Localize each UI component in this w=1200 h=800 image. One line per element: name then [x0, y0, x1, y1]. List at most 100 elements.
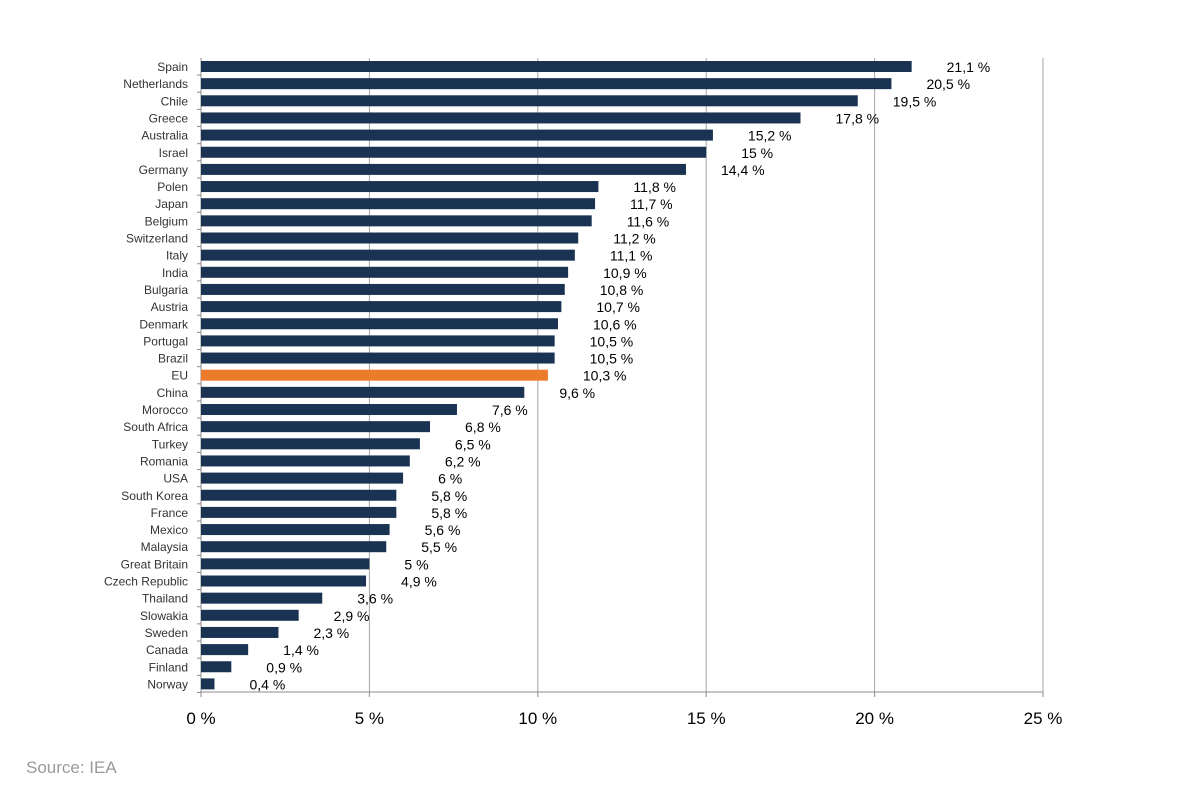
- bar: [201, 455, 410, 467]
- bar: [201, 644, 249, 656]
- data-label: 5,8 %: [431, 505, 467, 521]
- bar: [201, 626, 279, 638]
- bar: [201, 541, 387, 553]
- data-label: 1,4 %: [283, 642, 319, 658]
- category-label: Israel: [159, 146, 188, 160]
- category-label: Germany: [139, 163, 188, 177]
- category-label: Morocco: [142, 403, 188, 417]
- category-label: Mexico: [150, 523, 188, 537]
- bar: [201, 352, 555, 364]
- data-label: 9,6 %: [559, 385, 595, 401]
- bar: [201, 609, 299, 621]
- data-label: 3,6 %: [357, 591, 393, 607]
- category-label: USA: [163, 472, 188, 486]
- category-label: Romania: [140, 454, 188, 468]
- bar: [201, 198, 596, 210]
- category-label: EU: [171, 369, 188, 383]
- data-label: 11,2 %: [613, 231, 656, 247]
- x-tick-label: 15 %: [687, 709, 726, 728]
- category-label: Greece: [149, 111, 189, 125]
- category-label: Norway: [147, 677, 188, 691]
- bar: [201, 61, 912, 72]
- category-label: Belgium: [145, 214, 188, 228]
- bar: [201, 232, 579, 244]
- category-label: Netherlands: [123, 77, 188, 91]
- data-label: 2,3 %: [313, 625, 349, 641]
- data-label: 11,1 %: [610, 248, 653, 264]
- bar: [201, 661, 232, 673]
- x-tick-label: 5 %: [355, 709, 384, 728]
- bar: [201, 112, 801, 124]
- data-label: 19,5 %: [893, 93, 937, 109]
- bar: [201, 163, 686, 175]
- bar: [201, 129, 713, 141]
- data-label: 10,5 %: [590, 351, 634, 367]
- data-label: 6,8 %: [465, 419, 501, 435]
- x-tick-label: 10 %: [518, 709, 557, 728]
- data-label: 10,5 %: [590, 333, 634, 349]
- source-note: Source: IEA: [26, 758, 117, 777]
- bar: [201, 524, 390, 536]
- category-label: Spain: [157, 60, 188, 74]
- category-label: Czech Republic: [104, 575, 188, 589]
- data-label: 11,7 %: [630, 196, 673, 212]
- bar: [201, 506, 397, 518]
- bar: [201, 283, 565, 295]
- bar: [201, 318, 559, 330]
- category-label: Canada: [146, 643, 188, 657]
- bar: [201, 678, 215, 690]
- data-label: 15,2 %: [748, 128, 792, 144]
- category-label: India: [162, 266, 188, 280]
- category-label: South Africa: [123, 420, 188, 434]
- data-label: 5,6 %: [425, 522, 461, 538]
- data-label: 10,7 %: [596, 299, 640, 315]
- category-label: Polen: [157, 180, 188, 194]
- bar: [201, 249, 575, 261]
- bar: [201, 215, 592, 227]
- bar: [201, 181, 599, 193]
- data-label: 10,8 %: [600, 282, 644, 298]
- data-label: 10,3 %: [583, 368, 627, 384]
- bar: [201, 146, 707, 158]
- x-tick-label: 0 %: [186, 709, 215, 728]
- category-label: Finland: [149, 660, 188, 674]
- bar: [201, 438, 420, 450]
- category-label: Bulgaria: [144, 283, 188, 297]
- data-label: 11,8 %: [633, 179, 676, 195]
- bar: [201, 369, 548, 381]
- category-label: Malaysia: [141, 540, 189, 554]
- bar: [201, 404, 457, 415]
- bar: [201, 266, 569, 278]
- x-tick-label: 20 %: [855, 709, 894, 728]
- data-label: 7,6 %: [492, 402, 528, 418]
- category-label: Australia: [141, 129, 188, 143]
- bar: [201, 78, 892, 90]
- category-label: Austria: [151, 300, 189, 314]
- category-label: Chile: [161, 94, 189, 108]
- data-label: 4,9 %: [401, 574, 437, 590]
- data-label: 6 %: [438, 471, 462, 487]
- category-label: Italy: [166, 249, 188, 263]
- bar: [201, 489, 397, 501]
- bar: [201, 592, 323, 604]
- category-label: Portugal: [143, 334, 188, 348]
- category-label: Denmark: [139, 317, 189, 331]
- data-label: 10,9 %: [603, 265, 647, 281]
- data-label: 10,6 %: [593, 316, 637, 332]
- category-label: China: [157, 386, 189, 400]
- data-label: 21,1 %: [947, 59, 991, 75]
- data-label: 14,4 %: [721, 162, 765, 178]
- bar: [201, 95, 858, 107]
- category-label: South Korea: [121, 489, 188, 503]
- x-tick-label: 25 %: [1024, 709, 1063, 728]
- bar: [201, 335, 555, 347]
- category-label: Brazil: [158, 352, 188, 366]
- data-label: 11,6 %: [627, 213, 670, 229]
- data-label: 0,9 %: [266, 659, 302, 675]
- category-label: France: [151, 506, 189, 520]
- data-label: 6,2 %: [445, 453, 481, 469]
- category-label: Turkey: [152, 437, 188, 451]
- category-label: Japan: [155, 197, 188, 211]
- bar: [201, 575, 367, 587]
